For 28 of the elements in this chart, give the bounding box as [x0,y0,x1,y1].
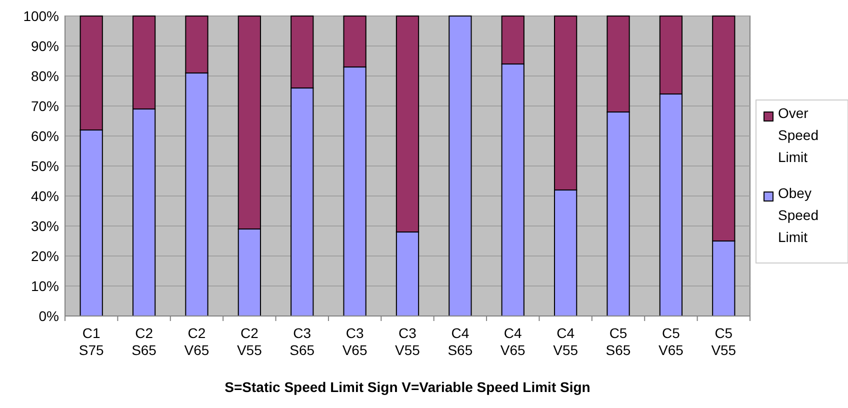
y-tick-label: 50% [30,158,59,174]
x-tick-label: C3 S65 [290,325,315,358]
x-tick-label: C2 V65 [184,325,210,358]
x-tick-label: C4 S65 [448,325,473,358]
y-tick-label: 10% [30,278,59,294]
x-tick-label: C5 S65 [606,325,631,358]
y-tick-label: 0% [38,308,59,324]
legend-label: Obey Speed Limit [778,185,818,245]
x-tick-label: C4 V65 [500,325,526,358]
x-tick-label: C5 V55 [711,325,736,358]
y-tick-label: 60% [30,128,59,144]
bar [448,16,472,316]
y-tick-label: 100% [23,8,59,24]
y-tick-label: 80% [30,68,59,84]
x-tick-label: C5 V65 [658,325,684,358]
x-tick-label: C4 V55 [553,325,578,358]
x-tick-label: C2 V55 [236,325,262,358]
x-axis-title: S=Static Speed Limit Sign V=Variable Speed Limit Sign [224,379,590,395]
x-tick-label: C2 S65 [132,325,157,358]
x-tick-label: C3 V55 [395,325,420,358]
y-tick-label: 30% [30,218,59,234]
y-tick-label: 40% [30,188,59,204]
y-tick-label: 20% [30,248,59,264]
y-tick-label: 70% [30,98,59,114]
y-tick-label: 90% [30,38,59,54]
legend-label: Over Speed Limit [778,105,818,165]
x-tick-label: C1 S75 [78,325,104,358]
x-tick-label: C3 V65 [342,325,368,358]
